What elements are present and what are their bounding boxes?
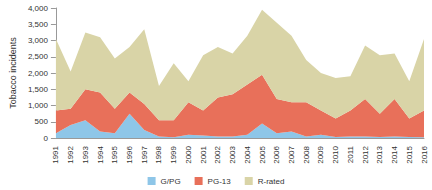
svg-text:2006: 2006 [272,145,281,163]
svg-text:0: 0 [43,134,48,143]
svg-text:1997: 1997 [140,145,149,163]
svg-text:2004: 2004 [243,145,252,163]
svg-text:1996: 1996 [125,145,134,163]
svg-text:2001: 2001 [199,145,208,163]
svg-text:2000: 2000 [184,145,193,163]
svg-text:2010: 2010 [331,145,340,163]
svg-text:2003: 2003 [228,145,237,163]
svg-text:2005: 2005 [258,145,267,163]
svg-text:2011: 2011 [346,145,355,163]
svg-text:R-rated: R-rated [258,177,285,186]
svg-text:2009: 2009 [316,145,325,163]
svg-text:2014: 2014 [390,145,399,163]
svg-text:Tobacco incidents: Tobacco incidents [8,37,18,109]
svg-text:1,000: 1,000 [28,101,49,110]
svg-text:1999: 1999 [169,145,178,163]
svg-text:1993: 1993 [81,145,90,163]
svg-text:2002: 2002 [213,145,222,163]
svg-text:2,500: 2,500 [28,52,49,61]
svg-text:3,000: 3,000 [28,36,49,45]
svg-text:2016: 2016 [420,145,429,163]
svg-text:500: 500 [35,117,49,126]
svg-text:G/PG: G/PG [161,177,181,186]
svg-text:3,500: 3,500 [28,20,49,29]
svg-text:1991: 1991 [51,145,60,163]
svg-text:1995: 1995 [110,145,119,163]
svg-text:1992: 1992 [66,145,75,163]
svg-text:2015: 2015 [405,145,414,163]
svg-text:2012: 2012 [361,145,370,163]
svg-text:PG-13: PG-13 [208,177,232,186]
svg-text:2007: 2007 [287,145,296,163]
svg-text:1,500: 1,500 [28,85,49,94]
svg-text:2013: 2013 [375,145,384,163]
svg-text:1998: 1998 [154,145,163,163]
svg-text:2,000: 2,000 [28,69,49,78]
svg-text:4,000: 4,000 [28,4,49,13]
svg-text:2008: 2008 [302,145,311,163]
svg-text:1994: 1994 [96,145,105,163]
